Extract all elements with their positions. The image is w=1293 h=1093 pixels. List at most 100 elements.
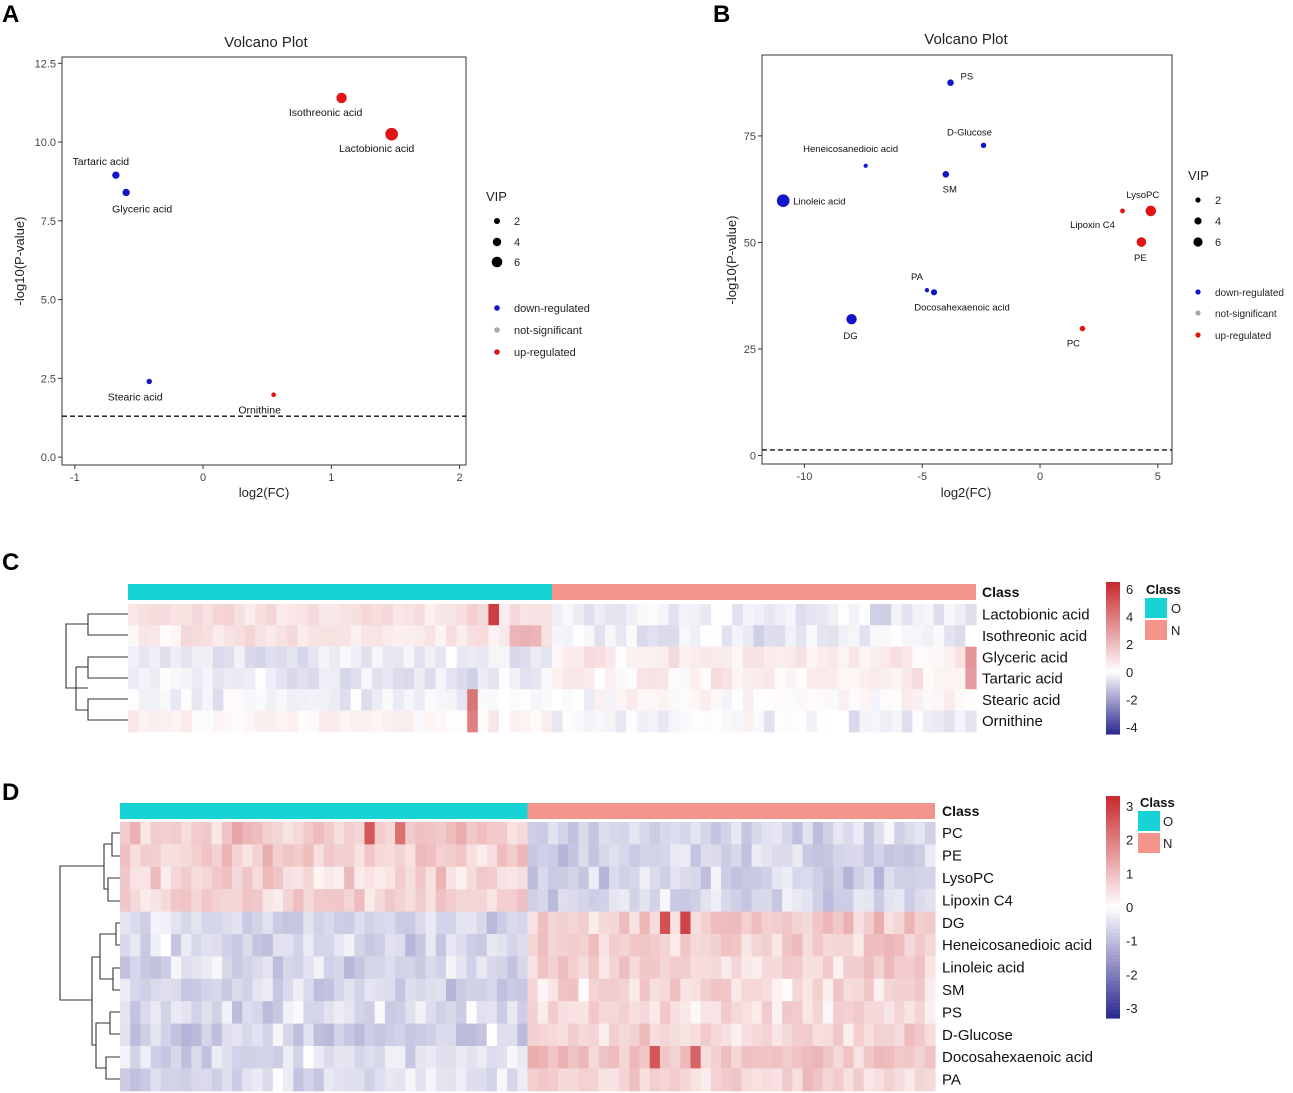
colorbar-segment bbox=[1106, 895, 1120, 901]
heat-cell bbox=[446, 822, 457, 845]
heat-cell bbox=[753, 689, 765, 712]
heat-cell bbox=[446, 604, 458, 626]
colorbar-segment bbox=[1106, 620, 1120, 624]
heat-cell bbox=[446, 911, 457, 935]
colorbar-segment bbox=[1106, 951, 1120, 956]
heat-cell bbox=[350, 646, 362, 669]
heat-cell bbox=[272, 934, 284, 957]
heat-cell bbox=[792, 844, 804, 868]
point-pc bbox=[1079, 325, 1086, 332]
heat-cell bbox=[244, 710, 256, 733]
heat-cell bbox=[350, 710, 362, 733]
heat-cell bbox=[670, 1046, 681, 1069]
heat-cell bbox=[181, 822, 192, 845]
heat-cell bbox=[140, 911, 152, 935]
heat-cell bbox=[488, 710, 500, 733]
heat-cell bbox=[568, 866, 580, 890]
colorbar-tick-label: -2 bbox=[1126, 692, 1138, 707]
heat-cell bbox=[374, 1001, 386, 1025]
heat-cell bbox=[297, 667, 309, 690]
heat-cell bbox=[812, 1046, 824, 1069]
heat-cell bbox=[594, 710, 606, 733]
heat-cell bbox=[751, 822, 763, 845]
heat-cell bbox=[626, 689, 638, 712]
heat-cell bbox=[795, 710, 807, 733]
heat-cell bbox=[354, 889, 366, 913]
heat-cell bbox=[817, 625, 829, 648]
heat-cell bbox=[414, 710, 426, 733]
heat-cell bbox=[670, 866, 681, 890]
heat-cell bbox=[509, 710, 521, 733]
point-label-ps: PS bbox=[961, 72, 974, 83]
heat-cell bbox=[700, 646, 712, 669]
heat-cell bbox=[812, 978, 824, 1002]
heat-cell bbox=[201, 1068, 213, 1092]
colorbar-segment bbox=[1106, 969, 1120, 975]
heat-cell bbox=[477, 646, 489, 669]
heat-cell bbox=[732, 710, 744, 733]
heat-cell bbox=[384, 822, 396, 845]
heat-cell bbox=[598, 844, 610, 868]
heat-cell bbox=[414, 646, 426, 669]
heat-cell bbox=[547, 1023, 559, 1047]
heat-cell bbox=[395, 1023, 406, 1047]
heatmap-c-class-header: Class bbox=[982, 584, 1020, 600]
heat-cell bbox=[517, 866, 529, 890]
heat-cell bbox=[670, 1001, 681, 1025]
colorbar-segment bbox=[1106, 807, 1120, 812]
heat-cell bbox=[721, 625, 733, 648]
heat-cell bbox=[364, 911, 376, 935]
heat-cell bbox=[303, 1001, 315, 1025]
heat-cell bbox=[223, 689, 235, 712]
heat-cell bbox=[425, 1068, 437, 1092]
heat-cell bbox=[405, 1001, 417, 1025]
heat-cell bbox=[562, 604, 574, 626]
heat-cell bbox=[371, 667, 383, 690]
heat-cell bbox=[873, 866, 885, 890]
row-label-pa: PA bbox=[942, 1072, 961, 1089]
heat-cell bbox=[340, 625, 352, 648]
heat-cell bbox=[594, 667, 606, 690]
heat-cell bbox=[838, 604, 850, 626]
colorbar-segment bbox=[1106, 995, 1120, 1001]
heat-cell bbox=[742, 625, 754, 648]
heat-cell bbox=[466, 1068, 478, 1092]
heat-cell bbox=[138, 646, 150, 669]
heat-cell bbox=[792, 978, 804, 1002]
heat-cell bbox=[211, 889, 223, 913]
heat-cell bbox=[802, 978, 814, 1002]
heat-cell bbox=[806, 604, 818, 626]
heat-cell bbox=[914, 1068, 926, 1092]
y-tick-label: 12.5 bbox=[35, 58, 56, 70]
heat-cell bbox=[456, 934, 467, 957]
heat-cell bbox=[252, 911, 264, 935]
heat-cell bbox=[446, 844, 457, 868]
heat-cell bbox=[772, 889, 783, 913]
heat-cell bbox=[806, 646, 818, 669]
heat-cell bbox=[547, 956, 559, 980]
heat-cell bbox=[541, 710, 553, 733]
heat-cell bbox=[731, 1001, 743, 1025]
heat-cell bbox=[751, 866, 763, 890]
y-tick-label: 0.0 bbox=[41, 452, 56, 464]
heat-cell bbox=[486, 1046, 498, 1069]
heat-cell bbox=[130, 822, 141, 845]
heat-cell bbox=[690, 1023, 702, 1047]
heat-cell bbox=[659, 1068, 671, 1092]
heat-cell bbox=[792, 1068, 804, 1092]
heat-cell bbox=[609, 956, 620, 980]
heat-cell bbox=[615, 689, 627, 712]
point-label-lysopc: LysoPC bbox=[1126, 190, 1159, 201]
heat-cell bbox=[732, 625, 744, 648]
heat-cell bbox=[912, 646, 924, 669]
heat-cell bbox=[313, 866, 325, 890]
colorbar-segment bbox=[1106, 836, 1120, 841]
heat-cell bbox=[364, 866, 376, 890]
heat-cell bbox=[476, 1046, 488, 1069]
heat-cell bbox=[792, 1001, 804, 1025]
heat-cell bbox=[689, 667, 701, 690]
heat-cell bbox=[303, 822, 315, 845]
colorbar-segment bbox=[1106, 602, 1120, 606]
heat-cell bbox=[954, 689, 966, 712]
heat-cell bbox=[130, 1046, 141, 1069]
